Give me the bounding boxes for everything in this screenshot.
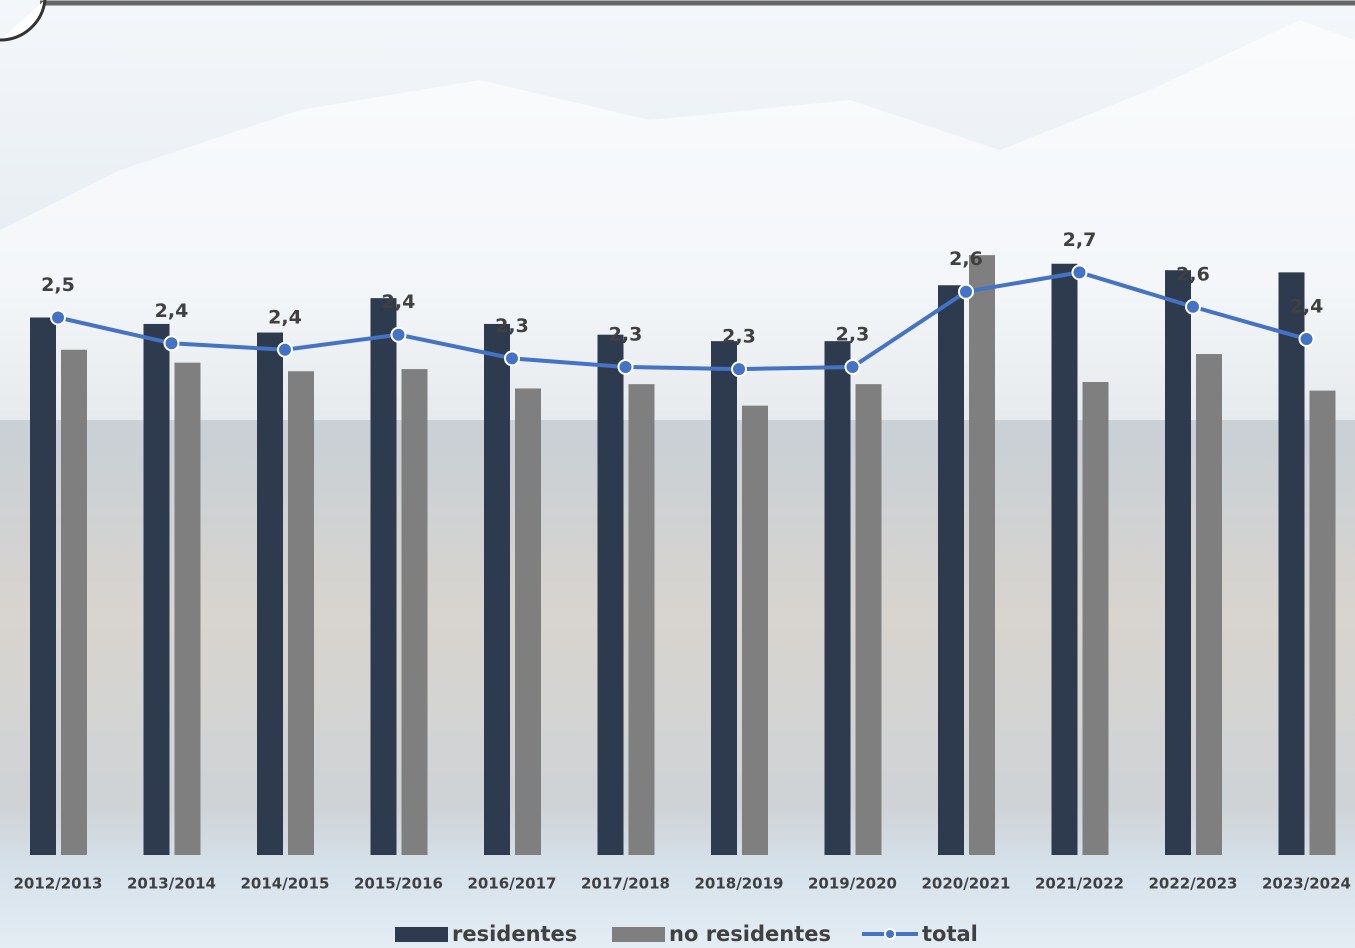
x-tick-label: 2014/2015 [241,875,330,893]
bar [484,323,510,855]
bar [1196,354,1222,855]
x-tick-label: 2018/2019 [695,875,784,893]
corner-badge [0,0,47,42]
bar [742,405,768,855]
bar [515,388,541,855]
x-tick-label: 2012/2013 [14,875,103,893]
bar [1082,382,1109,855]
x-tick-label: 2019/2020 [808,875,897,893]
point [844,358,861,375]
point [731,361,747,378]
bar [1278,272,1305,856]
bar [143,323,170,855]
bar [938,285,964,855]
bar [824,341,851,855]
data-label: 2,4 [268,306,302,328]
data-label: 2,7 [1063,229,1097,251]
legend-label: total [922,922,978,946]
legend-swatch [612,927,665,942]
legend-label: no residentes [669,922,831,946]
data-label: 2,6 [1176,263,1210,285]
bar [288,371,314,855]
point [1071,264,1088,281]
x-tick-label: 2017/2018 [581,875,670,893]
x-tick-label: 2021/2022 [1035,875,1124,893]
x-tick-label: 2020/2021 [922,875,1011,893]
bar [61,349,87,855]
data-label: 2,4 [1290,296,1324,318]
legend-swatch [395,927,448,942]
x-tick-label: 2016/2017 [468,875,557,893]
bar [1309,390,1336,855]
legend-label: residentes [452,922,577,946]
point [617,358,634,375]
point [50,309,66,326]
bar [370,298,397,855]
point [163,335,180,352]
bar [30,317,56,855]
data-label: 2,6 [949,248,983,270]
x-tick-label: 2013/2014 [127,875,216,893]
data-label: 2,5 [41,274,75,296]
point [1185,298,1201,315]
x-tick-label: 2015/2016 [354,875,443,893]
x-tick-label: 2022/2023 [1149,875,1238,893]
bar [1051,263,1078,855]
legend-swatch [884,928,896,940]
point [1298,331,1315,347]
bar [628,384,655,855]
data-label: 2,4 [155,300,189,322]
x-tick-label: 2023/2024 [1262,875,1351,893]
point [958,283,974,300]
bar [257,332,283,855]
bar [1165,270,1191,855]
bar [401,369,428,855]
data-label: 2,3 [609,323,643,345]
point [390,326,407,343]
data-label: 2,3 [722,326,756,348]
line [57,270,1308,372]
bar [969,255,995,855]
mountains [0,20,1355,420]
bar [174,362,201,855]
data-label: 2,4 [382,291,416,313]
point [504,350,520,367]
data-label: 2,3 [836,323,870,345]
bar [855,384,882,855]
point [277,341,293,358]
data-label: 2,3 [495,315,529,337]
bar [597,334,624,855]
bar [711,341,737,855]
